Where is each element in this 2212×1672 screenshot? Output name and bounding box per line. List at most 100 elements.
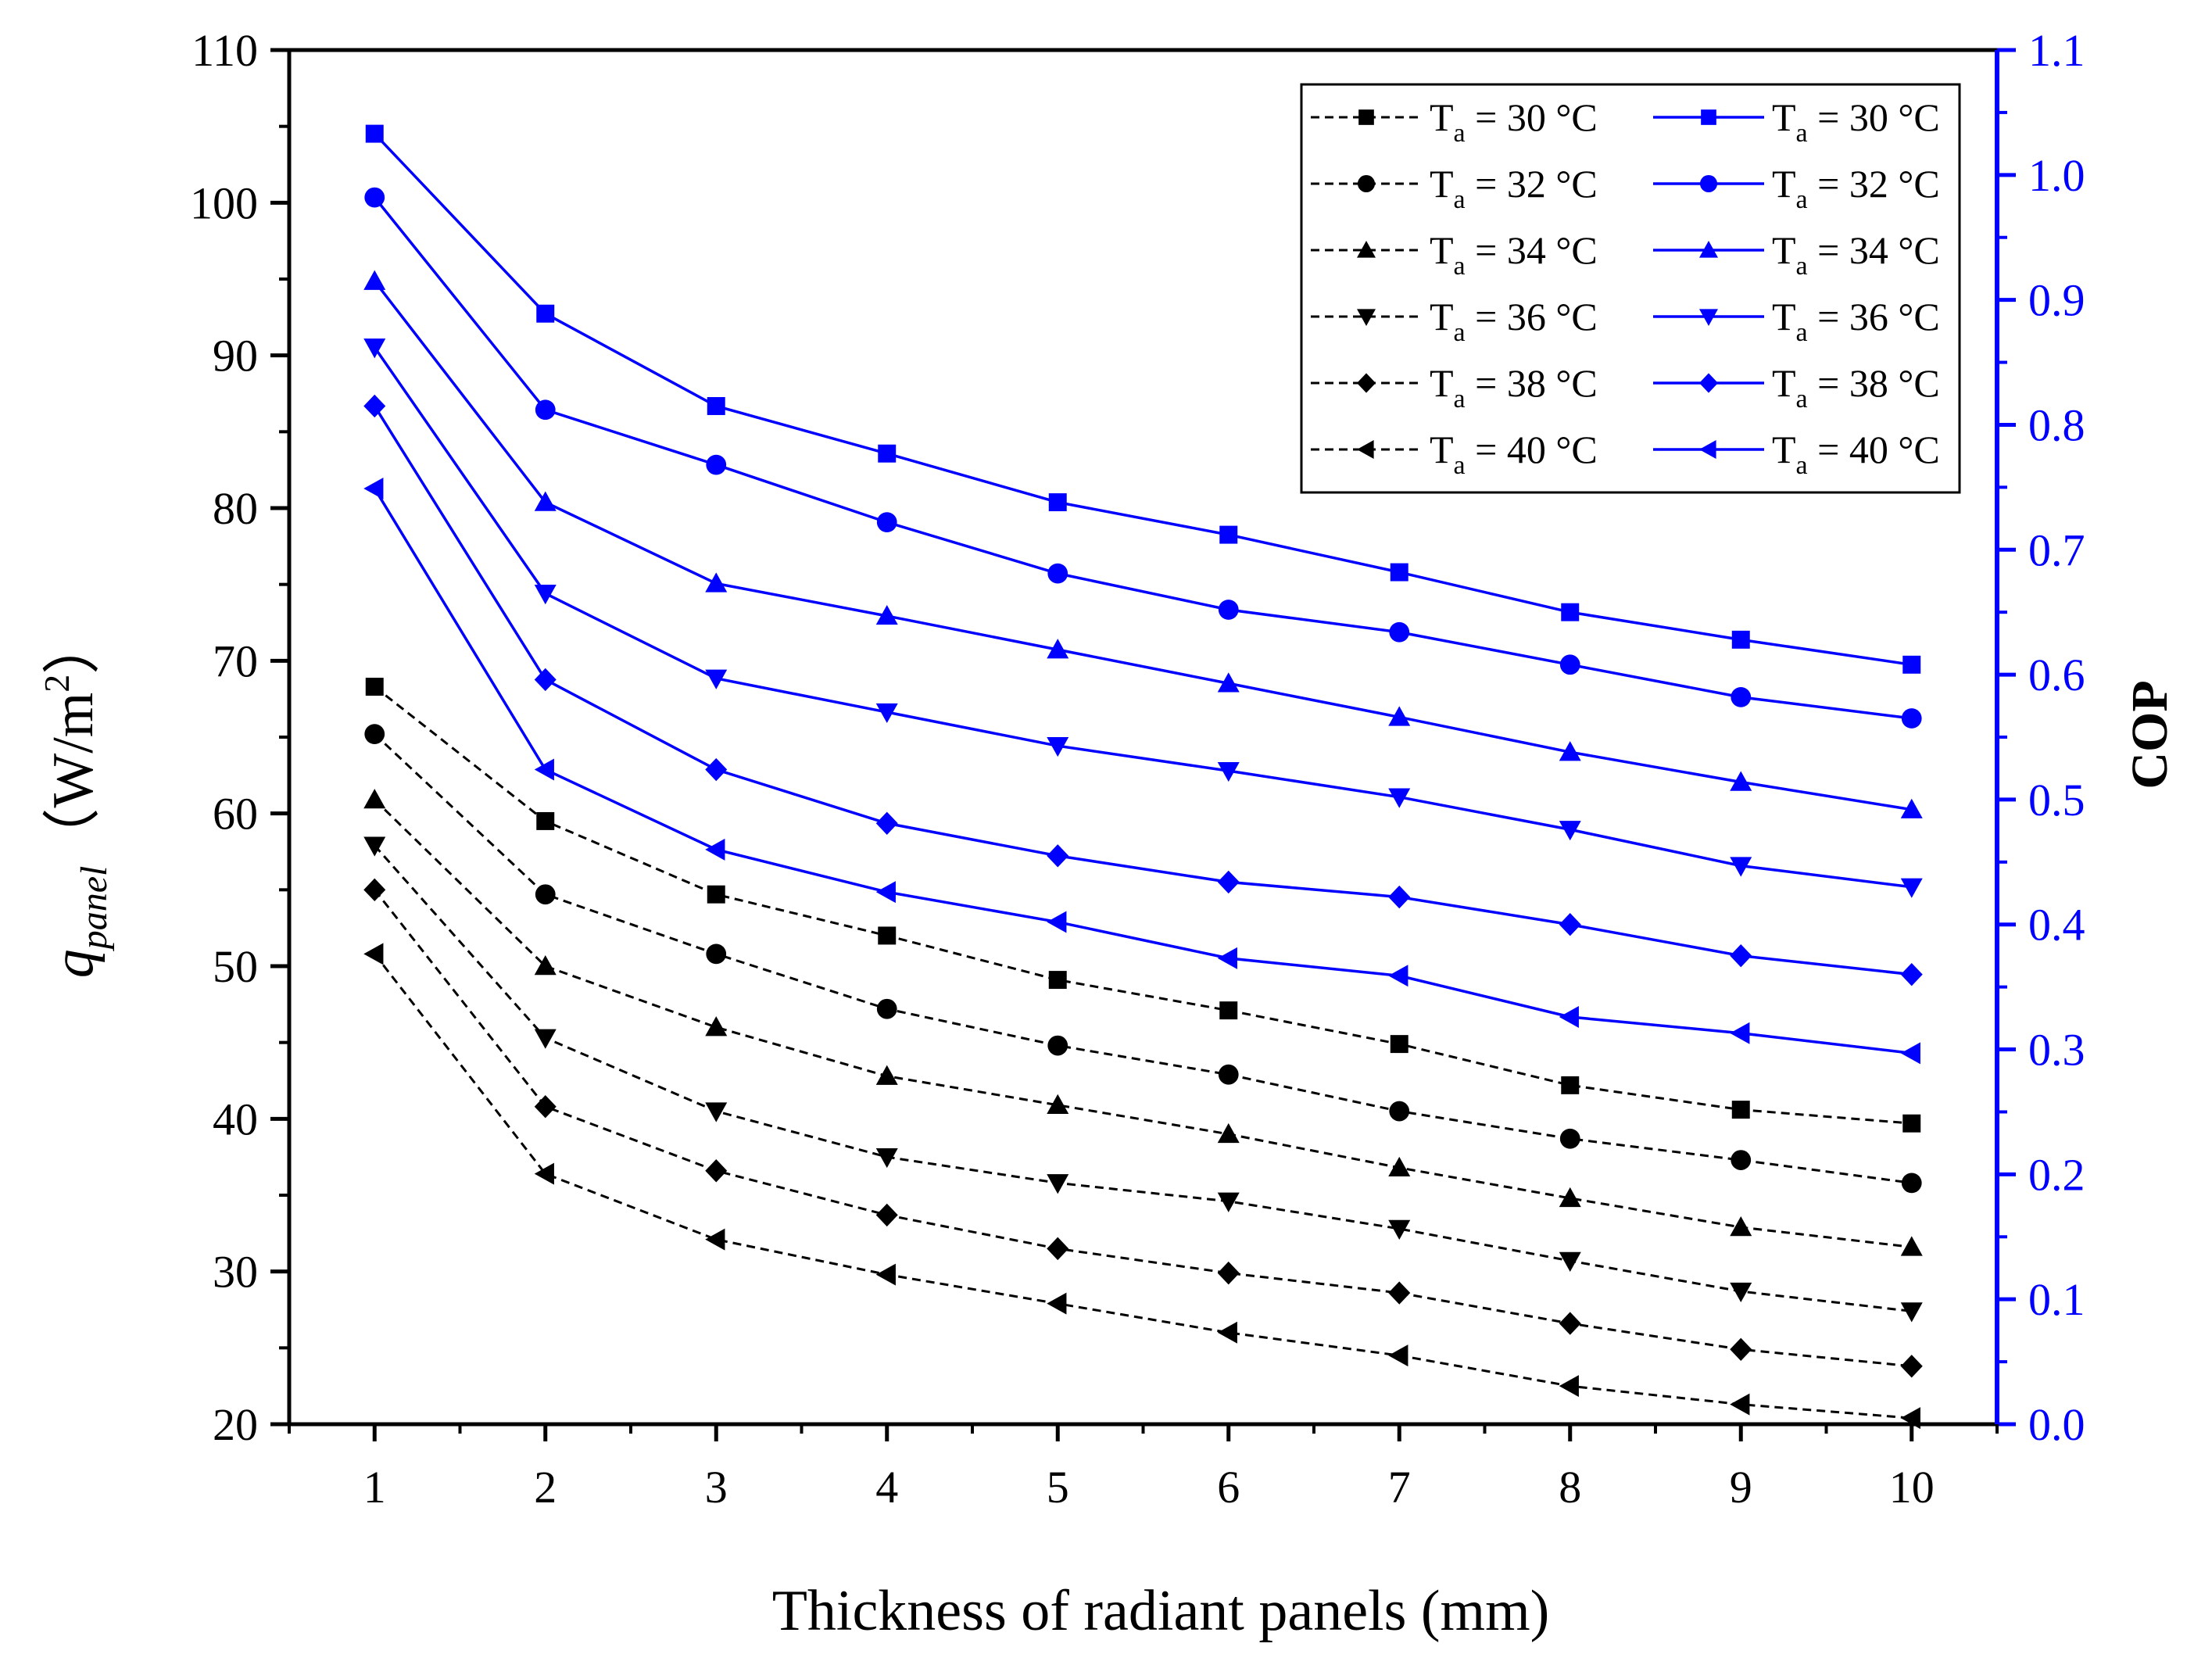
cop-data-point (534, 585, 557, 605)
cop-data-point (1559, 654, 1580, 675)
cop-data-point (1900, 798, 1923, 818)
legend-label: Ta = 38 °C (1430, 361, 1598, 414)
legend-marker (1357, 440, 1374, 459)
x-tick-label: 4 (875, 1462, 898, 1513)
cop-data-point (875, 811, 898, 835)
legend-q-entry-2: Ta = 32 °C (1311, 162, 1598, 214)
legend-label: Ta = 32 °C (1772, 162, 1940, 214)
cop-series-5 (363, 394, 1923, 986)
legend: Ta = 30 °C Ta = 30 °C Ta = 32 °C Ta = 32 °C… (1300, 83, 1961, 494)
cop-data-point (1559, 821, 1581, 841)
q-panel-data-point (1218, 1064, 1239, 1085)
q-panel-data-point (1900, 1302, 1923, 1323)
right-y-axis: 0.0 0.1 0.2 0.3 0.4 0.5 0.6 0.7 0.8 0.9 1.0 1.1 (1997, 25, 2085, 1450)
cop-data-point (365, 124, 384, 143)
q-panel-series-line (374, 799, 1912, 1248)
legend-q-entry-4: Ta = 36 °C (1311, 295, 1598, 347)
q-panel-data-point (875, 1263, 896, 1286)
q-panel-data-point (1730, 1216, 1752, 1237)
cop-series-line (373, 196, 1912, 720)
cop-data-point (1902, 655, 1921, 674)
q-panel-data-point (1559, 1187, 1581, 1208)
q-panel-data-point (1900, 1236, 1923, 1256)
q-panel-data-point (1900, 1355, 1923, 1378)
left-tick-label: 30 (213, 1247, 258, 1298)
legend-label: Ta = 34 °C (1430, 228, 1598, 281)
left-axis-title-unit: （W/m (41, 693, 106, 866)
cop-data-point (706, 454, 727, 475)
q-panel-data-point (365, 678, 384, 696)
x-tick-label: 8 (1559, 1462, 1581, 1513)
q-panel-series-line (374, 844, 1912, 1312)
q-panel-data-point (1559, 1251, 1581, 1272)
cop-data-point (363, 477, 384, 499)
q-panel-data-point (1389, 1101, 1410, 1122)
q-panel-data-point (1047, 1292, 1067, 1315)
right-tick-label: 0.7 (2028, 525, 2085, 575)
right-tick-label: 0.8 (2028, 399, 2085, 450)
q-panel-data-point (878, 926, 897, 945)
q-panel-series-line (374, 686, 1912, 1125)
cop-data-point (1047, 736, 1069, 757)
left-tick-label: 40 (213, 1094, 258, 1144)
q-panel-data-point (1730, 1282, 1752, 1303)
cop-data-point (1389, 621, 1410, 643)
legend-marker (1357, 174, 1376, 193)
legend-marker (1699, 174, 1718, 193)
cop-data-point (534, 758, 554, 781)
q-panel-series-6 (363, 943, 1920, 1430)
cop-data-point (876, 512, 897, 532)
cop-data-point (363, 338, 386, 359)
q-panel-data-point (1731, 1101, 1750, 1119)
left-tick-label: 70 (213, 636, 258, 686)
q-panel-series-3 (363, 789, 1923, 1256)
x-tick-label: 6 (1217, 1462, 1240, 1513)
legend-cop-entry-5: Ta = 38 °C (1653, 361, 1940, 414)
q-panel-data-point (1388, 1219, 1411, 1240)
left-tick-label: 90 (213, 331, 258, 381)
cop-data-point (1559, 1005, 1579, 1028)
cop-data-point (534, 668, 557, 692)
q-panel-data-point (1047, 1174, 1069, 1194)
right-tick-label: 0.3 (2028, 1025, 2085, 1076)
q-panel-data-point (1730, 1337, 1752, 1361)
q-panel-data-point (875, 1065, 898, 1085)
right-tick-label: 0.2 (2028, 1149, 2085, 1200)
x-axis-title: Thickness of radiant panels (mm) (772, 1579, 1550, 1643)
right-tick-label: 0.1 (2028, 1274, 2085, 1325)
cop-data-point (1218, 600, 1239, 620)
cop-series-line (373, 346, 1912, 889)
q-panel-data-point (706, 943, 727, 965)
q-panel-series-line (374, 889, 1912, 1368)
x-axis: 1 2 3 4 5 6 7 8 9 10 (288, 1424, 1999, 1513)
cop-data-point (705, 669, 728, 689)
x-tick-label: 9 (1730, 1462, 1752, 1513)
q-panel-data-point (1047, 1035, 1068, 1056)
q-panel-data-point (1731, 1150, 1752, 1170)
cop-data-point (1048, 493, 1067, 512)
q-panel-data-point (534, 1029, 557, 1049)
cop-series-2 (364, 187, 1922, 729)
cop-data-point (1731, 686, 1752, 707)
cop-series-line (373, 405, 1912, 976)
cop-series-3 (363, 270, 1923, 818)
q-panel-data-point (535, 884, 556, 905)
cop-data-point (1388, 885, 1411, 909)
x-tick-label: 1 (363, 1462, 386, 1513)
cop-data-point (875, 604, 898, 625)
q-panel-data-point (1390, 1035, 1408, 1054)
right-tick-label: 0.4 (2028, 900, 2085, 951)
cop-data-point (536, 304, 555, 323)
x-tick-label: 7 (1388, 1462, 1411, 1513)
cop-data-point (535, 399, 556, 421)
q-panel-data-point (1388, 1344, 1408, 1367)
cop-series-6 (363, 477, 1920, 1065)
cop-data-point (1219, 525, 1238, 544)
cop-series-line (373, 488, 1912, 1055)
left-tick-label: 100 (190, 177, 258, 228)
q-panel-data-point (1047, 1094, 1069, 1114)
cop-data-point (363, 270, 386, 290)
cop-data-point (875, 881, 896, 904)
right-tick-label: 0.9 (2028, 275, 2085, 326)
